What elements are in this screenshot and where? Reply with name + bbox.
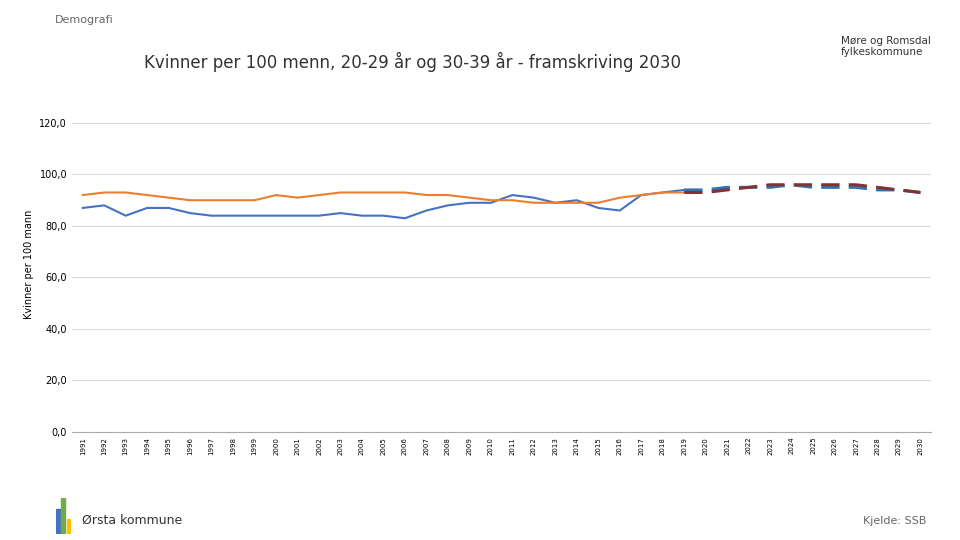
Bar bbox=[56, 509, 60, 534]
Bar bbox=[67, 519, 71, 534]
Text: Demografi: Demografi bbox=[55, 15, 113, 25]
Y-axis label: Kvinner per 100 mann: Kvinner per 100 mann bbox=[24, 210, 34, 319]
Text: Kjelde: SSB: Kjelde: SSB bbox=[863, 516, 926, 526]
Text: Kvinner per 100 menn, 20-29 år og 30-39 år - framskriving 2030: Kvinner per 100 menn, 20-29 år og 30-39 … bbox=[144, 52, 682, 72]
Text: Møre og Romsdal
fylkeskommune: Møre og Romsdal fylkeskommune bbox=[841, 36, 931, 57]
Text: Ørsta kommune: Ørsta kommune bbox=[82, 514, 181, 526]
Bar bbox=[61, 498, 65, 534]
